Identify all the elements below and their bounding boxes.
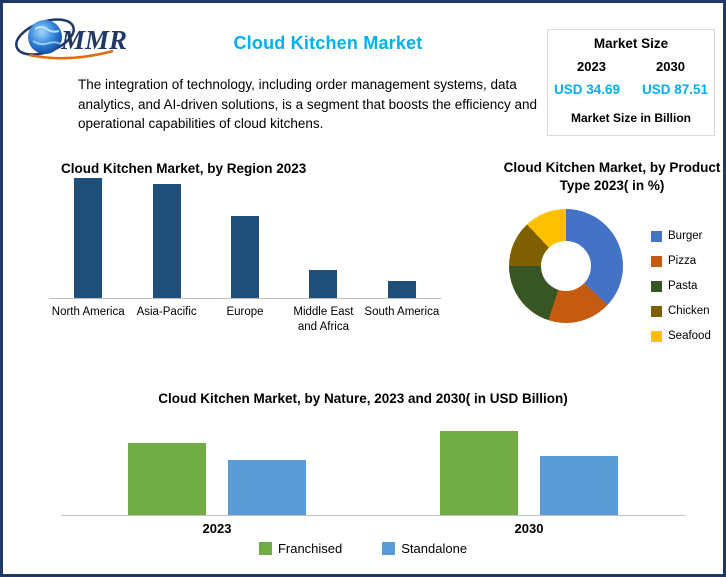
nature-bar-franchised-2023 [128, 443, 206, 515]
nature-bar-standalone-2030 [540, 456, 618, 515]
nature-chart-category-axis: 2023 2030 [61, 521, 685, 536]
market-size-panel: Market Size 2023 2030 USD 34.69 USD 87.5… [547, 29, 715, 136]
market-size-values: USD 34.69 USD 87.51 [552, 82, 710, 97]
product-type-donut-chart [509, 209, 623, 323]
nature-category-label: 2023 [202, 521, 232, 536]
region-chart-title: Cloud Kitchen Market, by Region 2023 [61, 161, 307, 176]
globe-logo-icon: MMR [15, 18, 127, 60]
nature-bar-franchised-2030 [440, 431, 518, 515]
region-bar-chart: North America Asia-Pacific Europe Middle Ea… [49, 175, 441, 335]
legend-swatch [651, 255, 662, 267]
region-chart-category-axis: North America Asia-Pacific Europe Middle Ea… [49, 305, 441, 335]
region-category-label: South America [364, 306, 440, 318]
legend-label: Chicken [668, 305, 710, 317]
legend-label: Franchised [277, 541, 343, 556]
legend-label: Burger [668, 230, 703, 242]
region-bar-cell [127, 175, 205, 298]
region-bar-5 [387, 281, 416, 298]
nature-group-2030 [440, 431, 618, 515]
legend-item-pasta: Pasta [651, 280, 711, 292]
page-title: Cloud Kitchen Market [233, 33, 423, 53]
legend-item-pizza: Pizza [651, 255, 711, 267]
legend-swatch [651, 305, 662, 317]
legend-item-franchised: Franchised [258, 541, 343, 556]
product-type-legend: Burger Pizza Pasta Chicken Seafood [651, 230, 711, 342]
market-size-unit-note: Market Size in Billion [570, 111, 692, 125]
mmr-logo: MMR [13, 9, 143, 65]
nature-chart-plot-area [61, 429, 685, 516]
region-bar-cell [284, 175, 362, 298]
legend-label: Seafood [668, 330, 711, 342]
market-year-start: 2023 [577, 59, 606, 74]
market-value-2030: USD 87.51 [641, 82, 708, 97]
nature-bar-chart: 2023 2030 [61, 429, 685, 536]
market-size-heading: Market Size [593, 36, 669, 51]
legend-item-standalone: Standalone [382, 541, 467, 556]
legend-swatch [651, 280, 662, 292]
region-category-label: Asia-Pacific [136, 306, 197, 318]
nature-chart-title: Cloud Kitchen Market, by Nature, 2023 an… [158, 391, 568, 406]
legend-swatch [382, 542, 396, 555]
legend-label: Pizza [668, 255, 697, 267]
legend-label: Pasta [668, 280, 698, 292]
region-category-label: North America [51, 306, 125, 318]
region-bar-cell [49, 175, 127, 298]
region-bar-1 [74, 178, 103, 298]
region-category-label: Europe [226, 306, 264, 318]
region-bar-2 [152, 184, 181, 298]
logo-text: MMR [60, 25, 127, 55]
legend-swatch [258, 542, 272, 555]
nature-bar-standalone-2023 [228, 460, 306, 515]
product-type-chart-title: Cloud Kitchen Market, by Product Type 20… [503, 160, 721, 194]
region-bar-4 [309, 270, 338, 298]
region-chart-plot-area [49, 175, 441, 299]
market-size-years: 2023 2030 [552, 59, 710, 74]
region-category-label: Middle East and Africa [293, 306, 354, 333]
legend-swatch [651, 230, 662, 242]
description-text: The integration of technology, including… [78, 77, 538, 132]
nature-category-label: 2030 [514, 521, 544, 536]
nature-chart-legend: Franchised Standalone [3, 541, 723, 556]
market-year-end: 2030 [656, 59, 685, 74]
legend-item-chicken: Chicken [651, 305, 711, 317]
region-bar-cell [206, 175, 284, 298]
legend-item-seafood: Seafood [651, 330, 711, 342]
legend-label: Standalone [401, 541, 468, 556]
market-value-2023: USD 34.69 [554, 82, 621, 97]
legend-item-burger: Burger [651, 230, 711, 242]
nature-group-2023 [128, 443, 306, 515]
region-bar-cell [363, 175, 441, 298]
legend-swatch [651, 330, 662, 342]
region-bar-3 [231, 216, 260, 298]
